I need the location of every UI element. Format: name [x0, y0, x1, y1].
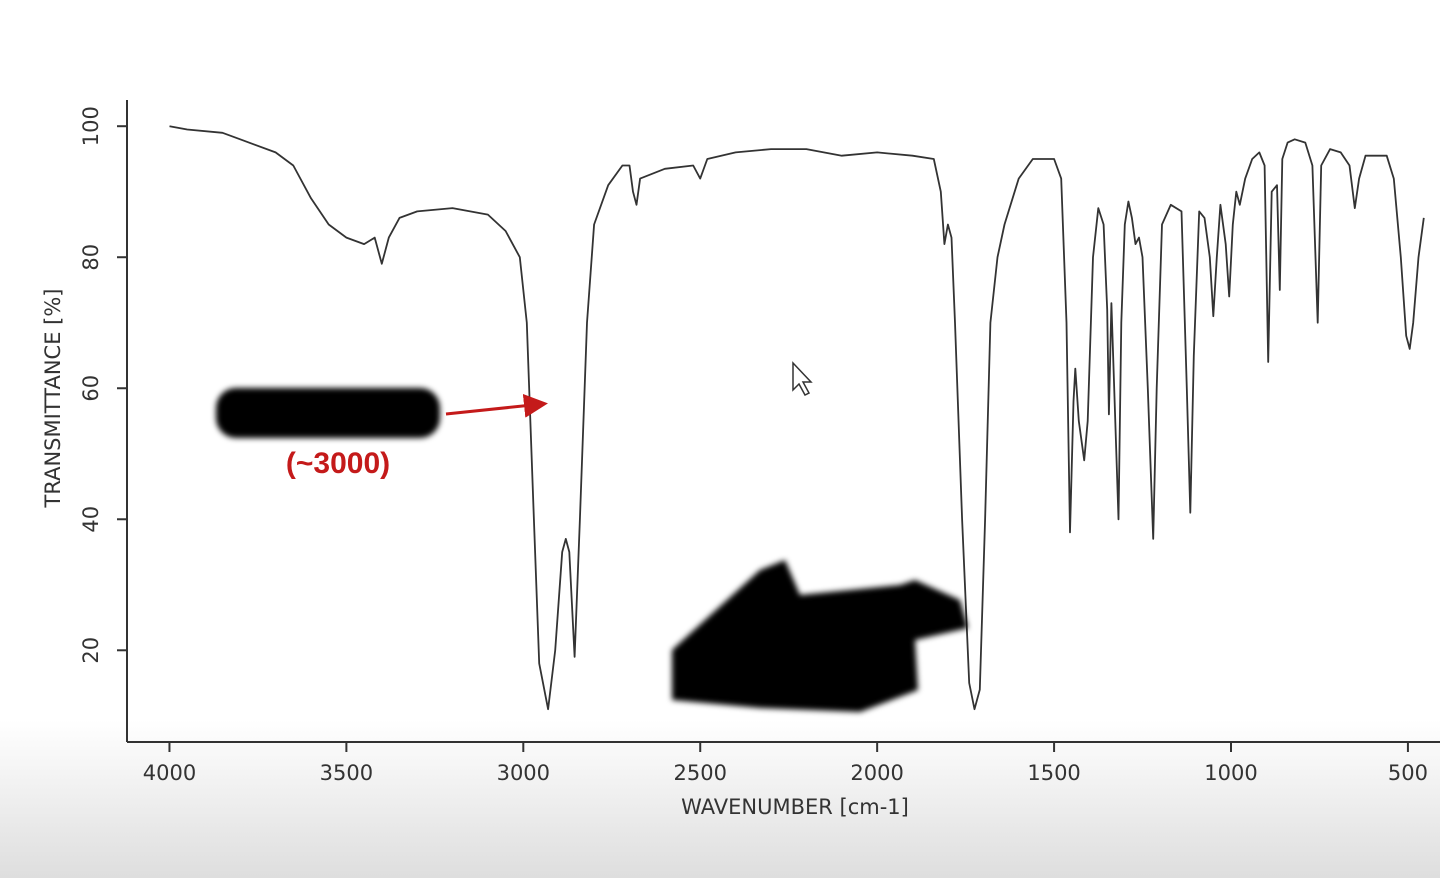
x-tick-label: 2000 [850, 761, 903, 785]
x-tick-label: 4000 [143, 761, 196, 785]
x-tick-label: 3000 [497, 761, 550, 785]
y-tick-label: 100 [79, 106, 103, 146]
x-tick-label: 3500 [320, 761, 373, 785]
x-tick-label: 1000 [1204, 761, 1257, 785]
x-tick-label: 1500 [1027, 761, 1080, 785]
annotation-arrow [445, 393, 548, 418]
y-axis-label: TRANSMITTANCE [%] [41, 289, 65, 509]
redaction [216, 388, 968, 712]
x-axis-label: WAVENUMBER [cm-1] [681, 795, 909, 819]
y-tick-label: 60 [79, 375, 103, 402]
annotation: (~3000) [286, 447, 390, 480]
y-tick-label: 80 [79, 244, 103, 271]
y-tick-label: 40 [79, 506, 103, 533]
x-tick-label: 500 [1388, 761, 1428, 785]
spectrum-line [169, 125, 1425, 711]
x-tick-label: 2500 [674, 761, 727, 785]
plot-area: 20 40 60 80 100 4000 3500 3000 2500 2000 1500 1000 5… [79, 106, 1428, 785]
y-tick-label: 20 [79, 637, 103, 664]
mouse-cursor [792, 361, 813, 396]
